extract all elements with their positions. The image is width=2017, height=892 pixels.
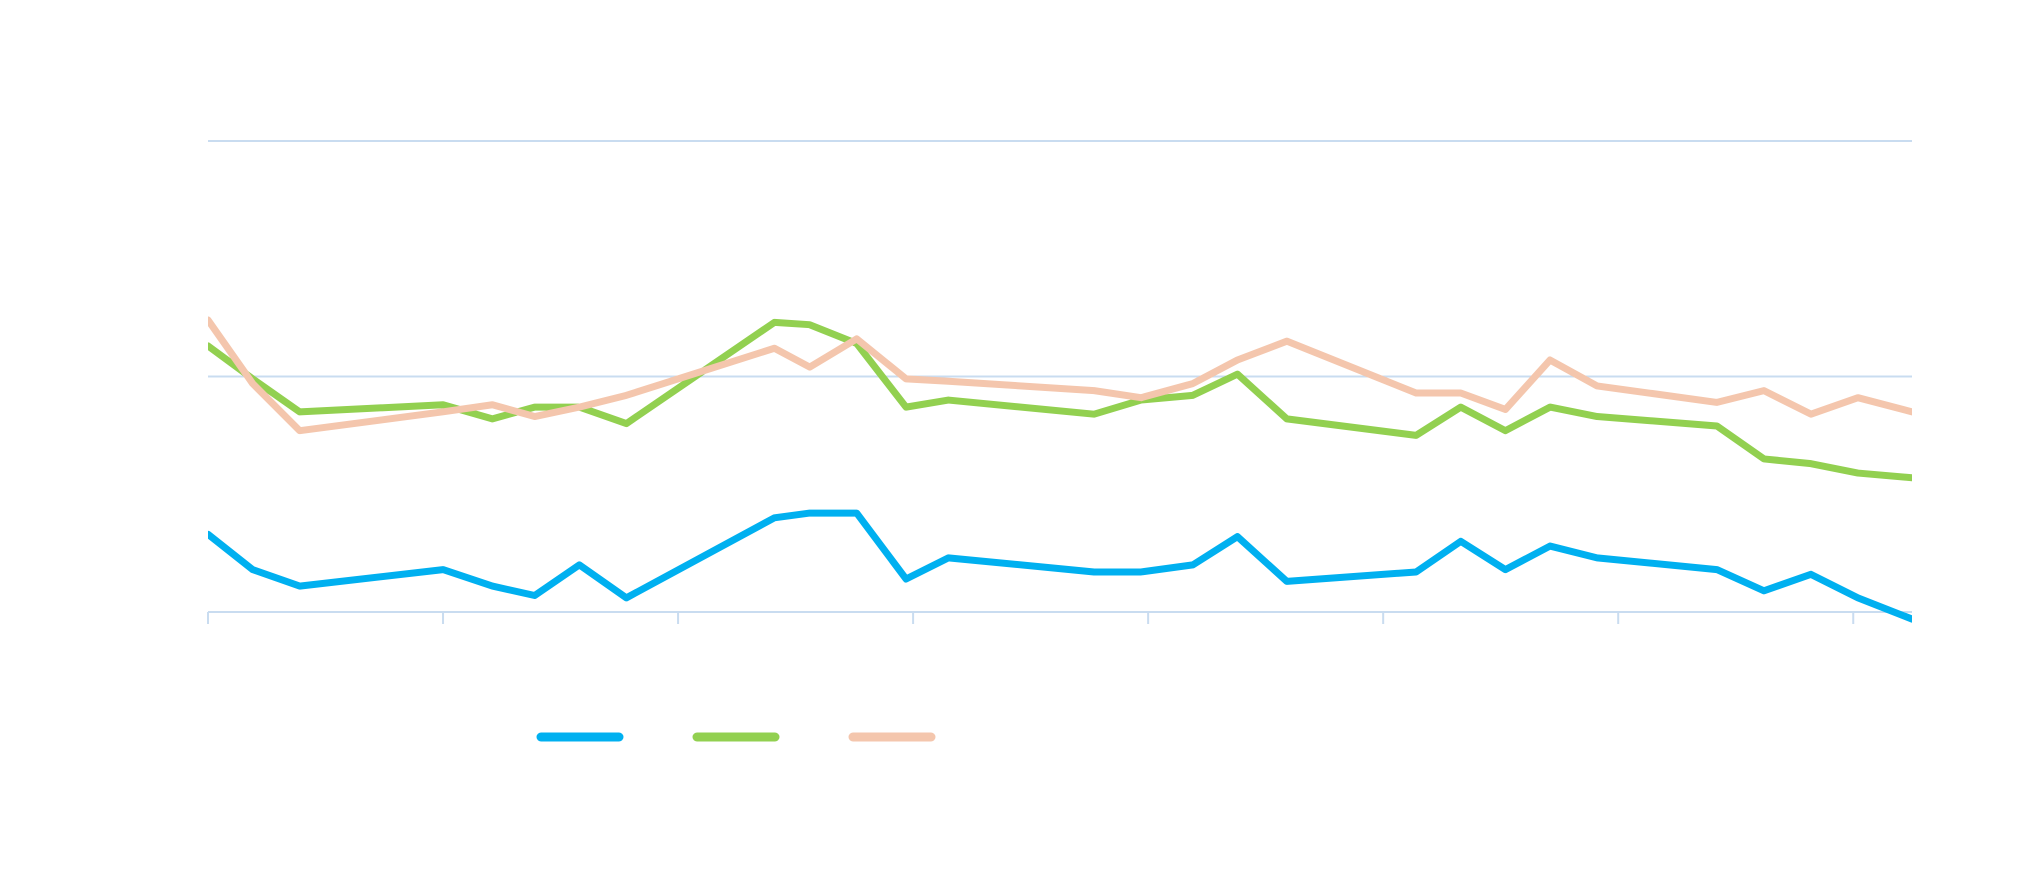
series-lines	[208, 316, 1912, 623]
series-line-3	[208, 316, 1912, 435]
series-line-1	[208, 509, 1912, 623]
x-axis-ticks	[207, 612, 1855, 624]
series-line-2	[208, 318, 1912, 482]
gridlines	[208, 140, 1912, 613]
